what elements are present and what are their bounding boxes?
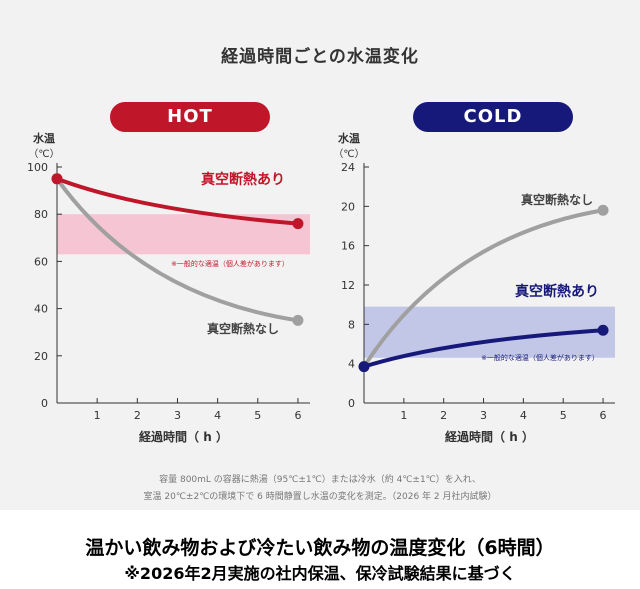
hot-x-tick-label-5: 6 bbox=[294, 409, 301, 422]
hot-y-tick-label-0: 0 bbox=[41, 397, 48, 410]
cold-y-tick-label-2: 8 bbox=[348, 318, 355, 331]
hot-x-axis-label: 経過時間（ h ） bbox=[139, 429, 228, 444]
hot-x-tick-label-1: 2 bbox=[134, 409, 141, 422]
cold-x-tick-label-2: 3 bbox=[480, 409, 487, 422]
cold-y-tick-label-5: 20 bbox=[341, 200, 355, 213]
caption-sub: ※2026年2月実施の社内保温、保冷試験結果に基づく bbox=[124, 564, 516, 583]
hot-series-non-insulated-end-point bbox=[292, 314, 304, 326]
cold-series-insulated-line bbox=[362, 328, 606, 369]
cold-label-non-insulated: 真空断熱なし bbox=[521, 192, 593, 207]
cold-y-tick-label-0: 0 bbox=[348, 397, 355, 410]
hot-y-tick-label-4: 80 bbox=[34, 208, 48, 221]
cold-y-axis-label: 水温 bbox=[338, 131, 360, 145]
cold-x-tick-label-1: 2 bbox=[440, 409, 447, 422]
hot-label-insulated: 真空断熱あり bbox=[201, 171, 285, 188]
hot-x-tick-label-2: 3 bbox=[174, 409, 181, 422]
cold-y-tick-label-1: 4 bbox=[348, 358, 355, 371]
hot-label-non-insulated: 真空断熱なし bbox=[207, 321, 279, 336]
cold-band-note: ※一般的な適温（個人差があります） bbox=[481, 353, 599, 362]
cold-y-axis-unit: （℃） bbox=[333, 148, 364, 160]
cold-badge: COLD bbox=[413, 102, 573, 132]
chart-panel bbox=[0, 0, 640, 510]
cold-x-tick-label-5: 6 bbox=[600, 409, 607, 422]
cold-y-tick-label-4: 16 bbox=[341, 240, 355, 253]
cold-series-non-insulated-end-point bbox=[597, 204, 609, 216]
cold-x-axis-label: 経過時間（ h ） bbox=[445, 429, 534, 444]
hot-y-axis-label: 水温 bbox=[33, 131, 55, 145]
cold-series-non-insulated-line bbox=[362, 208, 606, 369]
cold-y-tick-label-6: 24 bbox=[341, 161, 355, 174]
hot-series-insulated-end-point bbox=[292, 218, 304, 230]
hot-y-tick-label-2: 40 bbox=[34, 303, 48, 316]
cold-series-insulated-start-point bbox=[358, 361, 370, 373]
hot-badge: HOT bbox=[110, 102, 270, 132]
cold-y-tick-label-3: 12 bbox=[341, 279, 355, 292]
hot-y-tick-label-5: 100 bbox=[27, 161, 48, 174]
chart-title: 経過時間ごとの水温変化 bbox=[221, 47, 419, 67]
cold-x-tick-label-3: 4 bbox=[520, 409, 527, 422]
hot-series-non-insulated-line bbox=[55, 176, 300, 323]
hot-x-tick-label-3: 4 bbox=[214, 409, 221, 422]
cold-x-tick-label-0: 1 bbox=[400, 409, 407, 422]
hot-series-insulated-start-point bbox=[51, 173, 63, 185]
cold-label-insulated: 真空断熱あり bbox=[515, 283, 599, 300]
hot-series-insulated-line bbox=[55, 176, 300, 226]
hot-y-tick-label-1: 20 bbox=[34, 350, 48, 363]
hot-y-axis-unit: （℃） bbox=[28, 148, 59, 160]
test-note-1: 容量 800mL の容器に熱湯（95℃±1℃）または冷水（約 4℃±1℃）を入れ… bbox=[159, 475, 481, 485]
hot-band-note: ※一般的な適温（個人差があります） bbox=[171, 259, 289, 268]
cold-x-tick-label-4: 5 bbox=[560, 409, 567, 422]
caption-main: 温かい飲み物および冷たい飲み物の温度変化（6時間） bbox=[85, 537, 555, 559]
hot-x-tick-label-0: 1 bbox=[94, 409, 101, 422]
test-note-2: 室温 20℃±2℃の環境下で 6 時間静置し水温の変化を測定。（2026 年 2… bbox=[143, 492, 497, 502]
cold-series-insulated-end-point bbox=[597, 324, 609, 336]
hot-y-tick-label-3: 60 bbox=[34, 255, 48, 268]
hot-x-tick-label-4: 5 bbox=[254, 409, 261, 422]
